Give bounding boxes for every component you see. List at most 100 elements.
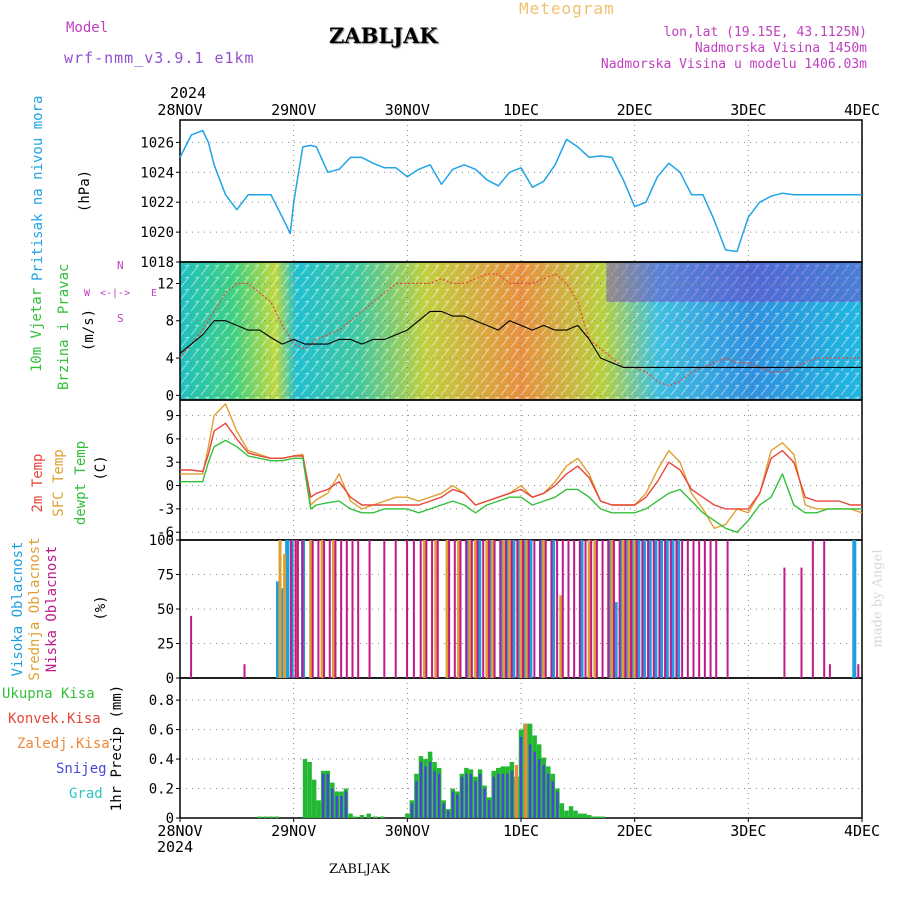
low-cloud-bar (681, 540, 684, 678)
total-precip-bar (366, 813, 371, 818)
low-cloud-bar (527, 540, 530, 678)
snow-bar (556, 791, 559, 818)
y-tick-label: 50 (157, 602, 174, 618)
snow-bar (442, 803, 445, 818)
compass-arrows: <-|-> (100, 288, 131, 299)
low-cloud-bar (301, 540, 304, 678)
snow-bar (451, 791, 455, 818)
total-precip-bar (359, 815, 365, 818)
x-tick-label-top: 2DEC (617, 101, 653, 119)
chart-marks (179, 129, 863, 818)
high-cloud-bar (499, 540, 504, 678)
meteogram-title: Meteogram (519, 0, 615, 18)
total-precip-bar (596, 816, 601, 818)
year-bottom: 2024 (157, 838, 194, 856)
precip-label-frz: Zaledj.Kisa (17, 736, 110, 752)
x-tick-label-top: 1DEC (503, 101, 539, 119)
low-cloud-bar (243, 664, 246, 678)
y-tick-label: 0 (166, 479, 174, 495)
low-cloud-bar (323, 540, 326, 678)
snow-bar (506, 773, 509, 818)
snow-bar (519, 736, 523, 818)
y-tick-label: -6 (157, 525, 174, 541)
low-cloud-bar (317, 540, 320, 678)
low-cloud-bar (294, 540, 297, 678)
cloud-label-mid: Srednja Oblacnost (27, 537, 43, 681)
mid-cloud-bar (587, 540, 591, 678)
footer-station: ZABLJAK (329, 862, 390, 877)
snow-bar (433, 770, 436, 818)
snow-bar (447, 810, 450, 818)
low-cloud-bar (783, 567, 786, 678)
low-cloud-bar (383, 540, 386, 678)
cloud-label-low: Niska Oblacnost (44, 545, 60, 673)
sfc-temp-line (180, 403, 863, 529)
wind-speed-line (179, 310, 862, 368)
mid-cloud-bar (445, 540, 449, 678)
y-tick-label: 0 (166, 811, 174, 827)
low-cloud-bar (406, 540, 409, 678)
total-precip-bar (316, 800, 321, 818)
snow-bar (321, 773, 325, 818)
snow-bar (437, 773, 441, 818)
low-cloud-bar (635, 540, 638, 678)
x-tick-label-bottom: 28NOV (157, 822, 202, 840)
compass-n: N (117, 259, 124, 272)
high-cloud-bar (276, 581, 281, 678)
low-cloud-bar (629, 540, 632, 678)
low-cloud-bar (550, 540, 553, 678)
low-cloud-bar (412, 540, 415, 678)
mid-cloud-bar (593, 540, 597, 678)
y-tick-label: -3 (157, 502, 174, 518)
wind-label-1: 10m Vjetar (29, 287, 45, 373)
low-cloud-bar (522, 540, 524, 678)
total-precip-bar (405, 813, 410, 818)
total-precip-bar (380, 816, 385, 818)
total-precip-bar (348, 813, 353, 818)
y-tick-label: 75 (157, 568, 174, 584)
high-cloud-bar (642, 540, 647, 678)
low-cloud-bar (482, 540, 485, 678)
y-tick-label: 1026 (140, 135, 174, 151)
high-cloud-bar (517, 540, 521, 678)
low-cloud-bar (470, 540, 473, 678)
x-tick-label-top: 4DEC (844, 101, 880, 119)
pressure-line (179, 129, 862, 253)
low-cloud-bar (607, 540, 610, 678)
low-cloud-bar (715, 540, 718, 678)
low-cloud-bar (703, 540, 706, 678)
low-cloud-bar (669, 540, 672, 678)
low-cloud-bar (357, 540, 360, 678)
high-cloud-bar (488, 540, 493, 678)
total-precip-bar (573, 810, 578, 818)
snow-bar (465, 773, 468, 818)
snow-bar (428, 762, 432, 818)
low-cloud-bar (431, 540, 434, 678)
snow-bar (483, 788, 486, 818)
low-cloud-bar (510, 540, 513, 678)
model-name: wrf-nmm_v3.9.1 e1km (64, 49, 255, 67)
precip-label-graupel: Grad (69, 786, 103, 802)
high-cloud-bar (477, 540, 482, 678)
x-tick-label-top: 28NOV (157, 101, 202, 119)
mid-cloud-bar (331, 540, 335, 678)
snow-bar (510, 770, 514, 818)
mid-cloud-bar (456, 540, 460, 678)
precip-label-total: Ukupna Kisa (2, 686, 95, 702)
cloud-unit: (%) (93, 595, 109, 621)
y-tick-label: 25 (157, 637, 174, 653)
low-cloud-bar (311, 540, 314, 678)
temp-label-2m: 2m Temp (30, 453, 46, 513)
snow-bar (542, 764, 545, 818)
mid-cloud-bar (508, 540, 512, 678)
y-tick-label: 0.4 (149, 752, 174, 768)
total-precip-bar (274, 816, 279, 818)
snow-bar (340, 795, 343, 818)
high-cloud-bar (653, 540, 658, 678)
high-cloud-bar (676, 540, 681, 678)
wind-unit: (m/s) (81, 308, 97, 352)
year-top: 2024 (170, 84, 207, 102)
coordinates: lon,lat (19.15E, 43.1125N) (663, 25, 868, 40)
y-tick-label: 1024 (140, 165, 174, 181)
